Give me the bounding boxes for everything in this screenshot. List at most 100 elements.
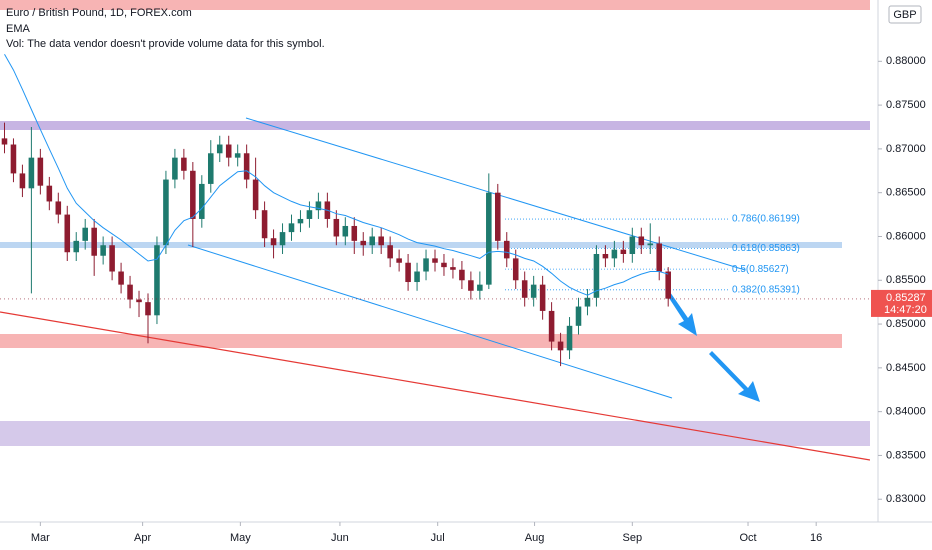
candle-body	[530, 284, 537, 298]
candle-body	[19, 173, 26, 189]
candle-body	[342, 225, 349, 237]
currency-badge[interactable]	[888, 5, 922, 24]
candle-body	[495, 192, 501, 241]
candle-body	[557, 341, 564, 351]
candle-body	[638, 236, 645, 246]
x-tick-label: Mar	[31, 532, 50, 544]
candle-body	[37, 157, 44, 186]
candle-body	[154, 245, 160, 316]
candle-body	[82, 227, 88, 241]
x-tick-label: May	[230, 532, 251, 544]
candle-body	[64, 214, 71, 253]
y-tick-label: 0.83500	[886, 449, 926, 461]
candle-body	[503, 240, 510, 259]
volume-note: Vol: The data vendor doesn't provide vol…	[6, 38, 325, 50]
candle-body	[118, 271, 124, 285]
candle-body	[207, 153, 214, 184]
last-price-label: 0.85287	[886, 292, 926, 304]
candle-body	[91, 227, 97, 256]
candle-body	[566, 325, 573, 351]
candle-body	[656, 243, 663, 272]
candle-body	[46, 185, 53, 202]
candle-body	[145, 302, 151, 316]
candle-body	[584, 297, 591, 307]
candle-body	[199, 183, 205, 219]
candle-body	[441, 262, 447, 268]
candle-body	[252, 179, 259, 211]
candle-body	[468, 280, 474, 291]
x-tick-label: 16	[810, 532, 822, 544]
candle-body	[450, 267, 456, 270]
candle-body	[127, 284, 133, 300]
candle-body	[548, 310, 555, 342]
level-zone	[0, 242, 842, 248]
y-tick-label: 0.84000	[886, 406, 926, 418]
resistance-zone	[0, 0, 870, 10]
candle-body	[414, 271, 420, 283]
resistance-zone	[0, 121, 870, 130]
candle-body	[100, 245, 106, 256]
price-axis	[870, 0, 932, 522]
candle-body	[109, 245, 115, 272]
candle-body	[396, 258, 402, 263]
candle-body	[10, 144, 17, 174]
candle-body	[1, 138, 8, 145]
fib-label: 0.786(0.86199)	[732, 214, 800, 225]
candle-body	[270, 238, 277, 246]
y-tick-label: 0.86000	[886, 230, 926, 242]
candle-body	[387, 245, 393, 259]
y-tick-label: 0.87000	[886, 143, 926, 155]
candle-body	[261, 210, 268, 239]
ema-line	[4, 54, 669, 296]
drawings: 0.786(0.86199) 0.618(0.85863) 0.5(0.85627)…	[0, 0, 871, 461]
y-tick-label: 0.84500	[886, 362, 926, 374]
candle-body	[486, 192, 492, 285]
x-tick-label: Jun	[331, 532, 349, 544]
candle-body	[216, 144, 223, 154]
candle-body	[306, 210, 313, 219]
candle-body	[190, 170, 196, 219]
candle-body	[629, 236, 636, 254]
x-tick-label: Aug	[525, 532, 545, 544]
support-zone	[0, 334, 842, 348]
candle-body	[73, 240, 80, 253]
indicator-label: EMA	[6, 23, 31, 35]
currency-label: GBP	[893, 9, 916, 21]
candle-body	[243, 153, 250, 180]
y-tick-label: 0.85000	[886, 318, 926, 330]
candle-body	[181, 157, 187, 171]
last-price-box	[871, 289, 932, 317]
trend-line	[0, 311, 871, 461]
candle-body	[172, 157, 178, 180]
candle-body	[297, 218, 304, 224]
x-tick-label: Oct	[739, 532, 756, 544]
fib-label: 0.5(0.85627)	[732, 264, 789, 275]
countdown-label: 14:47:20	[884, 304, 927, 316]
candle-body	[477, 284, 483, 291]
y-tick-label: 0.85500	[886, 274, 926, 286]
candle-body	[225, 144, 232, 158]
arrow	[709, 351, 760, 402]
y-tick-label: 0.88000	[886, 55, 926, 67]
candle-body	[378, 236, 384, 246]
candle-body	[234, 153, 241, 158]
candle-body	[360, 240, 367, 246]
candle-body	[575, 306, 582, 326]
candle-body	[593, 253, 600, 298]
candle-body	[611, 249, 618, 259]
candle-body	[423, 258, 429, 272]
candle-body	[288, 223, 295, 233]
candle-body	[369, 236, 375, 246]
candle-body	[136, 299, 142, 303]
candle-body	[459, 269, 465, 281]
candle-body	[279, 232, 286, 246]
support-zone	[0, 421, 870, 446]
candle-body	[620, 249, 627, 254]
arrow	[667, 292, 697, 336]
x-tick-label: Sep	[623, 532, 643, 544]
candle-body	[647, 243, 654, 246]
candle-body	[55, 201, 62, 215]
candle-body	[28, 157, 35, 189]
candle-body	[521, 280, 528, 298]
